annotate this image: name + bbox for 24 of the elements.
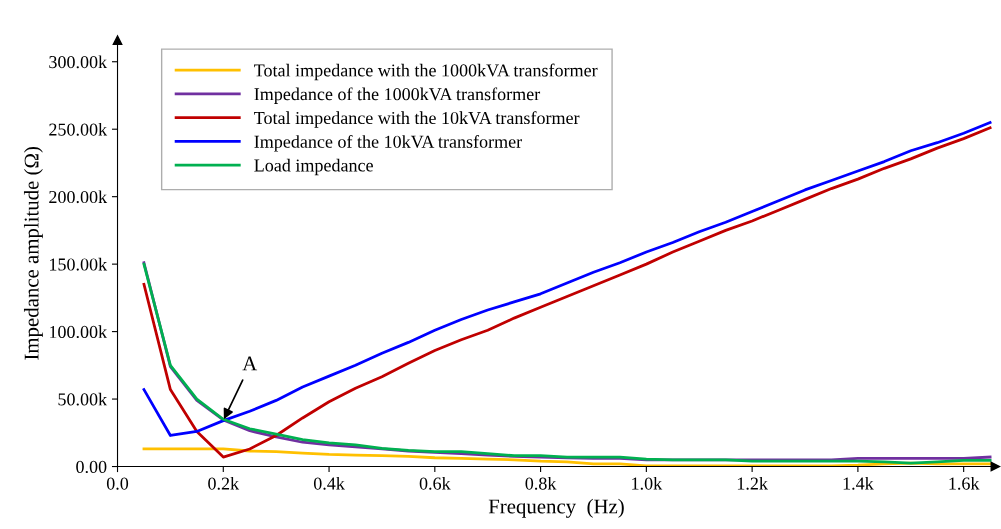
y-tick-label: 50.00k bbox=[58, 392, 108, 406]
y-tick-label: 0.00 bbox=[76, 460, 107, 474]
x-tick-label: 1.6k bbox=[949, 476, 980, 490]
y-tick-label: 150.00k bbox=[50, 257, 108, 271]
annotation: A bbox=[242, 356, 258, 371]
x-tick-label: 1.4k bbox=[843, 476, 874, 490]
x-tick-label: 1.2k bbox=[737, 476, 768, 490]
x-tick-label: 0.6k bbox=[419, 476, 451, 490]
x-tick-label: 1.0k bbox=[632, 476, 663, 490]
legend-label: Total impedance with the 1000kVA transformer bbox=[254, 63, 598, 81]
legend-label: Total impedance with the 10kVA transformer bbox=[254, 111, 580, 128]
y-tick-label: 200.00k bbox=[49, 190, 108, 204]
legend-label: Impedance of the 10kVA transformer bbox=[254, 134, 522, 152]
x-axis-title: Frequency (Hz) bbox=[488, 498, 624, 518]
legend-label: Load impedance bbox=[254, 158, 373, 176]
x-tick-label: 0.8k bbox=[525, 476, 557, 490]
y-tick-label: 100.00k bbox=[50, 325, 108, 339]
x-tick-label: 0.4k bbox=[313, 476, 345, 490]
y-tick-label: 250.00k bbox=[49, 122, 108, 136]
y-axis-title: Impedance amplitude (Ω) bbox=[23, 147, 43, 360]
x-tick-label: 0.0 bbox=[106, 477, 129, 490]
y-tick-label: 300.00k bbox=[49, 55, 108, 69]
legend-label: Impedance of the 1000kVA transformer bbox=[254, 87, 541, 104]
x-tick-label: 0.2k bbox=[208, 476, 240, 490]
